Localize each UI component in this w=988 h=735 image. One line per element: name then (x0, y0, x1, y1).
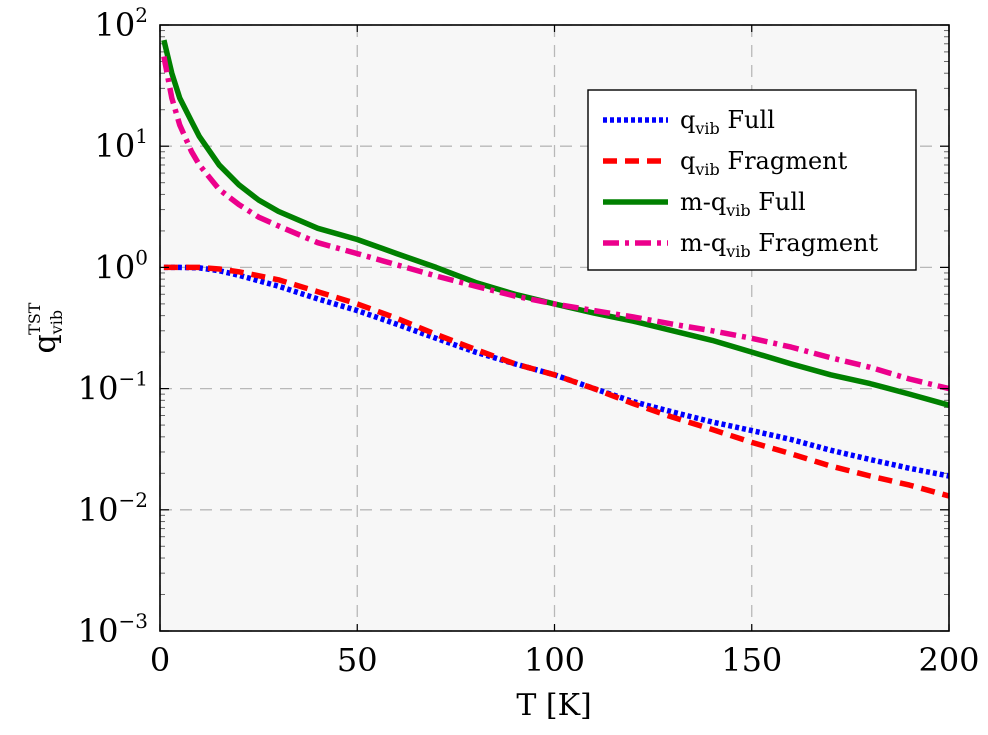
x-tick-label: 100 (524, 641, 585, 679)
y-axis-label-sup: TST (25, 302, 44, 335)
y-tick-label: 10−1 (78, 367, 148, 408)
legend-label: qvib Full (680, 106, 775, 138)
series-line-1 (163, 264, 950, 479)
x-tick-label: 0 (150, 641, 170, 679)
y-tick-label: 100 (95, 245, 148, 286)
y-tick-label: 10−3 (78, 609, 148, 650)
y-tick-label: 10−2 (78, 488, 148, 529)
legend-label: m-qvib Fragment (680, 229, 878, 261)
legend-label: qvib Fragment (680, 147, 848, 179)
legend-label: m-qvib Full (680, 188, 806, 220)
x-ticks: 0 50 100 150 200 (150, 25, 980, 679)
y-axis-label-sub: vib (47, 310, 66, 335)
legend: qvib Full qvib Fragment m-qvib Full m-qvib … (587, 89, 917, 271)
series-line-4 (161, 55, 950, 392)
svg-text:qvibTST: qvibTST (25, 302, 66, 353)
y-ticks: 10−3 10−2 10−1 100 101 102 (78, 3, 949, 650)
y-axis-label-base: q (28, 334, 63, 353)
y-axis-label: qvibTST (25, 302, 66, 353)
x-tick-label: 200 (918, 641, 979, 679)
y-tick-label: 102 (95, 3, 148, 44)
series-line-3 (161, 39, 950, 408)
x-tick-label: 150 (721, 641, 782, 679)
legend-box (587, 89, 917, 271)
y-tick-label: 101 (95, 124, 148, 165)
series-layer (161, 39, 950, 499)
series-line-2 (163, 264, 950, 499)
x-axis-label: T [K] (516, 688, 591, 723)
x-tick-label: 50 (337, 641, 378, 679)
